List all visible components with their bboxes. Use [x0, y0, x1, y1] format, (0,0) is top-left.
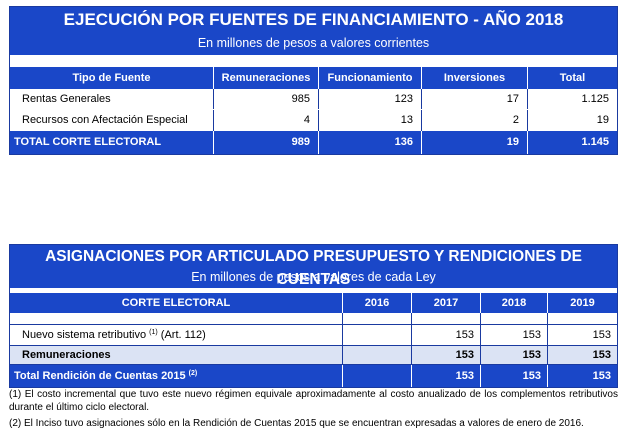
footnote-ref-2: (2): [188, 370, 198, 377]
cell-total: 19: [596, 114, 609, 126]
table2-title: ASIGNACIONES POR ARTICULADO PRESUPUESTO …: [10, 245, 617, 288]
cell-2017: 153: [412, 325, 481, 345]
table2-spacer: [10, 288, 617, 293]
table2-subtitle: En millones de pesos a valores de cada L…: [10, 268, 617, 288]
footnote-ref-1: (1): [149, 329, 158, 336]
footnote-2: (2) El Inciso tuvo asignaciones sólo en …: [9, 418, 584, 429]
table-row: Recursos con Afectación Especial 4 13 2 …: [10, 110, 617, 131]
row-label-text: Nuevo sistema retributivo: [22, 329, 147, 341]
total-2019: 153: [592, 370, 611, 382]
footnotes: (1) El costo incremental que tuvo este n…: [9, 389, 618, 431]
cell-funcionamiento: 123: [319, 89, 422, 109]
header-2016: 2016: [343, 293, 412, 313]
cell-total: 1.125: [581, 93, 609, 105]
total-total: 1.145: [581, 136, 609, 148]
table2-blank-row: [10, 313, 617, 325]
header-tipo-fuente: Tipo de Fuente: [10, 67, 214, 89]
blank-cell: [548, 313, 617, 325]
cell-funcionamiento: 13: [319, 110, 422, 131]
header-2017: 2017: [412, 293, 481, 313]
blank-cell: [10, 313, 343, 325]
row-label: Nuevo sistema retributivo (1) (Art. 112): [10, 325, 343, 345]
budget-allocations-table: ASIGNACIONES POR ARTICULADO PRESUPUESTO …: [9, 244, 618, 388]
table1-spacer: [10, 55, 617, 67]
total-inversiones: 19: [422, 131, 528, 154]
cell-remuneraciones: 985: [214, 89, 319, 109]
header-2018: 2018: [481, 293, 548, 313]
header-2019: 2019: [570, 297, 595, 309]
row-label: Recursos con Afectación Especial: [10, 110, 214, 131]
header-remuneraciones: Remuneraciones: [214, 67, 319, 89]
subtotal-2018: 153: [481, 346, 548, 364]
total-2018: 153: [481, 365, 548, 387]
header-corte-electoral: CORTE ELECTORAL: [10, 293, 343, 313]
table1-title: EJECUCIÓN POR FUENTES DE FINANCIAMIENTO …: [10, 7, 617, 33]
header-inversiones: Inversiones: [422, 67, 528, 89]
total-2017: 153: [412, 365, 481, 387]
row-label-suffix: (Art. 112): [160, 329, 206, 341]
table-row: Nuevo sistema retributivo (1) (Art. 112)…: [10, 325, 617, 346]
table1-header-row: Tipo de Fuente Remuneraciones Funcionami…: [10, 67, 617, 89]
cell-inversiones: 2: [422, 110, 528, 131]
row-label: Rentas Generales: [10, 89, 214, 109]
subtotal-label: Remuneraciones: [10, 346, 343, 364]
total-2016: [343, 365, 412, 387]
total-label: Total Rendición de Cuentas 2015 (2): [10, 365, 343, 387]
blank-cell: [481, 313, 548, 325]
table2-header-row: CORTE ELECTORAL 2016 2017 2018 2019: [10, 293, 617, 313]
table2-subtotal-row: Remuneraciones 153 153 153: [10, 346, 617, 365]
subtotal-2017: 153: [412, 346, 481, 364]
subtotal-2019: 153: [592, 349, 611, 361]
table-row: Rentas Generales 985 123 17 1.125: [10, 89, 617, 110]
cell-2018: 153: [481, 325, 548, 345]
blank-cell: [412, 313, 481, 325]
total-label: TOTAL CORTE ELECTORAL: [10, 131, 214, 154]
total-funcionamiento: 136: [319, 131, 422, 154]
table1-subtitle: En millones de pesos a valores corriente…: [10, 33, 617, 55]
header-total: Total: [559, 72, 586, 84]
table2-total-row: Total Rendición de Cuentas 2015 (2) 153 …: [10, 365, 617, 387]
blank-cell: [343, 313, 412, 325]
cell-2019: 153: [592, 329, 611, 341]
cell-inversiones: 17: [422, 89, 528, 109]
table1-total-row: TOTAL CORTE ELECTORAL 989 136 19 1.145: [10, 131, 617, 154]
header-funcionamiento: Funcionamiento: [319, 67, 422, 89]
cell-remuneraciones: 4: [214, 110, 319, 131]
financing-sources-table: EJECUCIÓN POR FUENTES DE FINANCIAMIENTO …: [9, 6, 618, 155]
subtotal-2016: [343, 346, 412, 364]
cell-2016: [343, 325, 412, 345]
total-label-text: Total Rendición de Cuentas 2015: [14, 370, 186, 382]
footnote-1: (1) El costo incremental que tuvo este n…: [9, 389, 618, 413]
total-remuneraciones: 989: [214, 131, 319, 154]
